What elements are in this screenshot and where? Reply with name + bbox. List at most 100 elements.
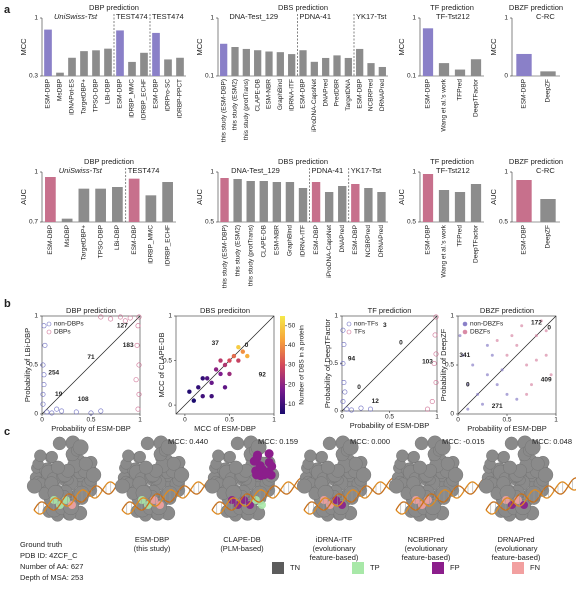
annotation: 71 [87,354,95,361]
colorbar [280,316,285,414]
protein-atom [52,436,67,451]
point [485,373,489,377]
method-label: CLAPE-DB [223,535,261,544]
annotation: 94 [348,355,356,362]
x-tick-label: ESM-DBP [425,79,432,109]
protein-atom [348,456,363,471]
legend-label: non-TFs [354,321,379,328]
x-tick-label: ESM-DBP [425,225,432,255]
bar [285,182,295,222]
y-axis-label: AUC [195,189,204,205]
x-tick-label: TargetDBP+ [81,225,88,260]
annotation: 172 [531,320,542,327]
bar [367,63,375,76]
bar [540,199,556,222]
point [520,324,524,328]
bar [56,72,64,76]
legend-label: non-DBZFs [470,321,504,328]
point [495,383,499,387]
bar [470,184,482,222]
point [127,315,133,321]
method-label: NCBRPred [407,535,444,544]
bar [152,32,160,76]
point [367,406,373,412]
annotation: 183 [123,342,134,349]
point [544,353,548,357]
x-tick-label: TPSO-DBP [93,79,100,112]
protein-atom [86,467,102,483]
x-tick-label: LBi-DBP [105,79,112,104]
method-label: (PLM-based) [220,544,264,553]
x-tick-label: ESM-DBP [153,79,160,109]
binding-region [520,501,528,509]
protein-atom [316,450,328,463]
x-tick-label: iDRBP_ECHF [164,225,171,266]
y-tick-label: 0.5 [407,219,416,226]
x-tick-label: ESM-NBR [274,225,281,255]
annotation: 108 [78,396,89,403]
x-tick-label: iDRBP-PPCT [177,79,184,118]
legend-label: DBPs [54,329,71,336]
bar [351,184,360,222]
bar [80,51,88,76]
legend-label: TFs [354,329,366,336]
bar [44,29,52,77]
legend-marker [46,321,52,327]
y-tick-label: 0.7 [29,219,38,226]
x-tick-label: TFPred [457,79,464,101]
x-tick-label: iDRNA-ITF [300,225,307,257]
x-tick-label: this study (protTrans) [243,79,250,140]
chart-title: TF prediction [430,3,474,12]
method-label: DRNAPred [497,535,534,544]
bar [324,192,334,222]
annotation: 37 [212,340,220,347]
structure-info: Number of AA: 627 [20,562,83,571]
y-tick-label: 1 [34,15,38,22]
x-tick-label: MsDBP [64,225,71,247]
point [135,406,141,412]
point [341,341,347,347]
x-tick-label: TargetDNA [345,78,352,110]
bar [95,188,106,222]
method-label: iDRNA-ITF [316,535,353,544]
y-axis-label: AUC [397,189,406,205]
bar [45,177,56,222]
protein-atom [26,478,42,494]
point [108,316,114,322]
x-tick-label: ESM-DBP [313,225,320,255]
y-tick-label: 0 [450,411,454,418]
x-tick-label: 1 [272,417,276,424]
bar [298,188,308,222]
group-label: YK17-Tst [351,166,382,175]
y-tick-label: 0.3 [29,73,38,80]
x-tick-label: ESM-DBP [117,79,124,109]
y-tick-label: 1 [34,169,38,176]
y-axis-label: MCC [489,38,498,56]
point [432,332,438,338]
bar [162,182,173,222]
protein-atom [448,467,464,483]
legend-label: TP [370,563,380,572]
point [88,410,94,416]
protein-atom [503,460,517,475]
group-label: DNA-Test_129 [231,166,280,175]
method-label: (evolutionary [313,544,356,553]
colorbar-tick-label: 40 [288,342,296,349]
protein-atom [322,436,337,451]
bar [61,218,73,222]
panel-label: b [4,298,11,310]
x-tick-label: GraphBind [277,79,284,110]
protein-atom [304,449,317,462]
y-tick-label: 0 [34,411,38,418]
point [534,358,538,362]
y-axis-label: Probability of DeepTFactor [323,318,332,408]
chart-title: DBZF prediction [509,157,563,166]
chart-title: DBS prediction [278,3,328,12]
bar [377,192,386,222]
protein-atom [414,436,429,451]
x-tick-label: iDRNA-ITF [288,79,295,111]
point [191,398,197,403]
x-tick-label: iDRBP_MMC [129,79,136,118]
point [240,349,246,354]
point [73,409,79,415]
